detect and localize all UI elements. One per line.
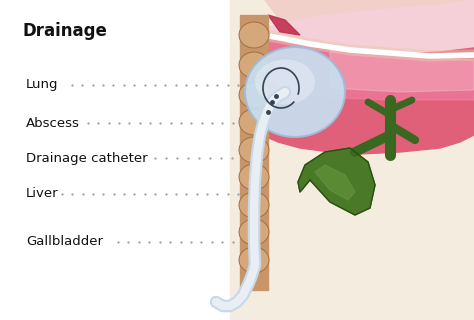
Ellipse shape — [239, 219, 269, 245]
Ellipse shape — [239, 137, 269, 163]
Polygon shape — [298, 148, 375, 215]
Ellipse shape — [239, 52, 269, 78]
Polygon shape — [240, 15, 268, 290]
Text: Lung: Lung — [26, 78, 59, 91]
Ellipse shape — [239, 192, 269, 218]
Polygon shape — [230, 0, 474, 320]
Text: Drainage catheter: Drainage catheter — [26, 152, 148, 165]
Polygon shape — [265, 0, 474, 45]
Ellipse shape — [239, 22, 269, 48]
Ellipse shape — [255, 60, 315, 105]
Text: Gallbladder: Gallbladder — [26, 235, 103, 248]
Text: Liver: Liver — [26, 187, 59, 200]
Ellipse shape — [239, 164, 269, 190]
Text: Abscess: Abscess — [26, 117, 80, 130]
Polygon shape — [258, 0, 474, 62]
Ellipse shape — [245, 47, 345, 137]
Text: Drainage: Drainage — [22, 22, 107, 40]
Polygon shape — [315, 165, 355, 200]
Polygon shape — [268, 15, 300, 35]
Polygon shape — [270, 38, 474, 100]
Polygon shape — [254, 35, 474, 154]
Polygon shape — [330, 50, 474, 92]
Ellipse shape — [239, 109, 269, 135]
Ellipse shape — [239, 247, 269, 273]
Ellipse shape — [239, 82, 269, 108]
